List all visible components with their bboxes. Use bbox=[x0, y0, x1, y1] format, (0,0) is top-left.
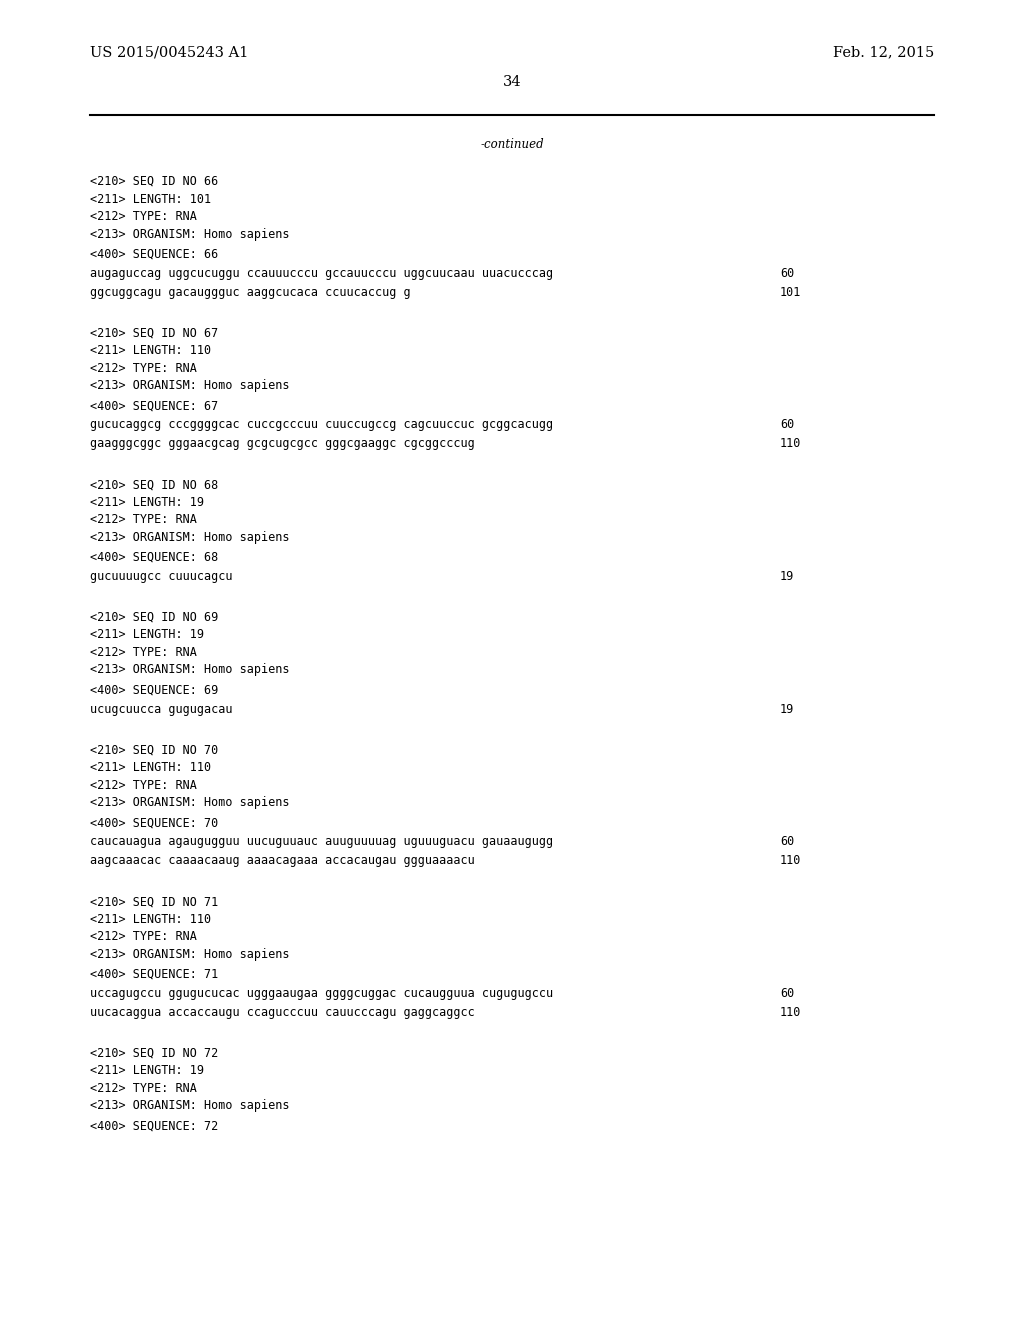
Text: 101: 101 bbox=[780, 285, 802, 298]
Text: <212> TYPE: RNA: <212> TYPE: RNA bbox=[90, 779, 197, 792]
Text: <400> SEQUENCE: 66: <400> SEQUENCE: 66 bbox=[90, 248, 218, 260]
Text: 19: 19 bbox=[780, 570, 795, 583]
Text: uucacaggua accaccaugu ccagucccuu cauucccagu gaggcaggcc: uucacaggua accaccaugu ccagucccuu cauuccc… bbox=[90, 1006, 475, 1019]
Text: <210> SEQ ID NO 69: <210> SEQ ID NO 69 bbox=[90, 611, 218, 624]
Text: <211> LENGTH: 19: <211> LENGTH: 19 bbox=[90, 496, 204, 508]
Text: <212> TYPE: RNA: <212> TYPE: RNA bbox=[90, 1082, 197, 1094]
Text: <211> LENGTH: 19: <211> LENGTH: 19 bbox=[90, 628, 204, 642]
Text: 110: 110 bbox=[780, 854, 802, 867]
Text: 60: 60 bbox=[780, 267, 795, 280]
Text: augaguccag uggcucuggu ccauuucccu gccauucccu uggcuucaau uuacucccag: augaguccag uggcucuggu ccauuucccu gccauuc… bbox=[90, 267, 553, 280]
Text: 60: 60 bbox=[780, 836, 795, 849]
Text: <213> ORGANISM: Homo sapiens: <213> ORGANISM: Homo sapiens bbox=[90, 227, 290, 240]
Text: <211> LENGTH: 110: <211> LENGTH: 110 bbox=[90, 912, 211, 925]
Text: 19: 19 bbox=[780, 702, 795, 715]
Text: <400> SEQUENCE: 68: <400> SEQUENCE: 68 bbox=[90, 550, 218, 564]
Text: <400> SEQUENCE: 67: <400> SEQUENCE: 67 bbox=[90, 399, 218, 412]
Text: <213> ORGANISM: Homo sapiens: <213> ORGANISM: Homo sapiens bbox=[90, 531, 290, 544]
Text: <210> SEQ ID NO 72: <210> SEQ ID NO 72 bbox=[90, 1047, 218, 1060]
Text: gucucaggcg cccggggcac cuccgcccuu cuuccugccg cagcuuccuc gcggcacugg: gucucaggcg cccggggcac cuccgcccuu cuuccug… bbox=[90, 418, 553, 432]
Text: <400> SEQUENCE: 71: <400> SEQUENCE: 71 bbox=[90, 968, 218, 981]
Text: <213> ORGANISM: Homo sapiens: <213> ORGANISM: Homo sapiens bbox=[90, 796, 290, 809]
Text: 110: 110 bbox=[780, 437, 802, 450]
Text: gaagggcggc gggaacgcag gcgcugcgcc gggcgaaggc cgcggcccug: gaagggcggc gggaacgcag gcgcugcgcc gggcgaa… bbox=[90, 437, 475, 450]
Text: 34: 34 bbox=[503, 75, 521, 88]
Text: <212> TYPE: RNA: <212> TYPE: RNA bbox=[90, 645, 197, 659]
Text: <400> SEQUENCE: 70: <400> SEQUENCE: 70 bbox=[90, 816, 218, 829]
Text: gucuuuugcc cuuucagcu: gucuuuugcc cuuucagcu bbox=[90, 570, 232, 583]
Text: <211> LENGTH: 101: <211> LENGTH: 101 bbox=[90, 193, 211, 206]
Text: 60: 60 bbox=[780, 418, 795, 432]
Text: <213> ORGANISM: Homo sapiens: <213> ORGANISM: Homo sapiens bbox=[90, 664, 290, 676]
Text: <210> SEQ ID NO 71: <210> SEQ ID NO 71 bbox=[90, 895, 218, 908]
Text: 60: 60 bbox=[780, 987, 795, 999]
Text: <213> ORGANISM: Homo sapiens: <213> ORGANISM: Homo sapiens bbox=[90, 379, 290, 392]
Text: uccagugccu ggugucucac ugggaaugaa ggggcuggac cucaugguua cugugugccu: uccagugccu ggugucucac ugggaaugaa ggggcug… bbox=[90, 987, 553, 999]
Text: <213> ORGANISM: Homo sapiens: <213> ORGANISM: Homo sapiens bbox=[90, 948, 290, 961]
Text: <211> LENGTH: 110: <211> LENGTH: 110 bbox=[90, 762, 211, 774]
Text: Feb. 12, 2015: Feb. 12, 2015 bbox=[833, 45, 934, 59]
Text: ggcuggcagu gacauggguc aaggcucaca ccuucaccug g: ggcuggcagu gacauggguc aaggcucaca ccuucac… bbox=[90, 285, 411, 298]
Text: <210> SEQ ID NO 67: <210> SEQ ID NO 67 bbox=[90, 326, 218, 339]
Text: US 2015/0045243 A1: US 2015/0045243 A1 bbox=[90, 45, 249, 59]
Text: <212> TYPE: RNA: <212> TYPE: RNA bbox=[90, 931, 197, 942]
Text: <210> SEQ ID NO 70: <210> SEQ ID NO 70 bbox=[90, 743, 218, 756]
Text: <400> SEQUENCE: 72: <400> SEQUENCE: 72 bbox=[90, 1119, 218, 1133]
Text: aagcaaacac caaaacaaug aaaacagaaa accacaugau ggguaaaacu: aagcaaacac caaaacaaug aaaacagaaa accacau… bbox=[90, 854, 475, 867]
Text: <212> TYPE: RNA: <212> TYPE: RNA bbox=[90, 210, 197, 223]
Text: <212> TYPE: RNA: <212> TYPE: RNA bbox=[90, 513, 197, 527]
Text: <211> LENGTH: 110: <211> LENGTH: 110 bbox=[90, 345, 211, 358]
Text: <213> ORGANISM: Homo sapiens: <213> ORGANISM: Homo sapiens bbox=[90, 1100, 290, 1113]
Text: <211> LENGTH: 19: <211> LENGTH: 19 bbox=[90, 1064, 204, 1077]
Text: <210> SEQ ID NO 68: <210> SEQ ID NO 68 bbox=[90, 478, 218, 491]
Text: ucugcuucca gugugacau: ucugcuucca gugugacau bbox=[90, 702, 232, 715]
Text: <210> SEQ ID NO 66: <210> SEQ ID NO 66 bbox=[90, 176, 218, 187]
Text: <212> TYPE: RNA: <212> TYPE: RNA bbox=[90, 362, 197, 375]
Text: caucauagua agaugugguu uucuguuauc auuguuuuag uguuuguacu gauaaugugg: caucauagua agaugugguu uucuguuauc auuguuu… bbox=[90, 836, 553, 849]
Text: <400> SEQUENCE: 69: <400> SEQUENCE: 69 bbox=[90, 684, 218, 697]
Text: 110: 110 bbox=[780, 1006, 802, 1019]
Text: -continued: -continued bbox=[480, 139, 544, 150]
